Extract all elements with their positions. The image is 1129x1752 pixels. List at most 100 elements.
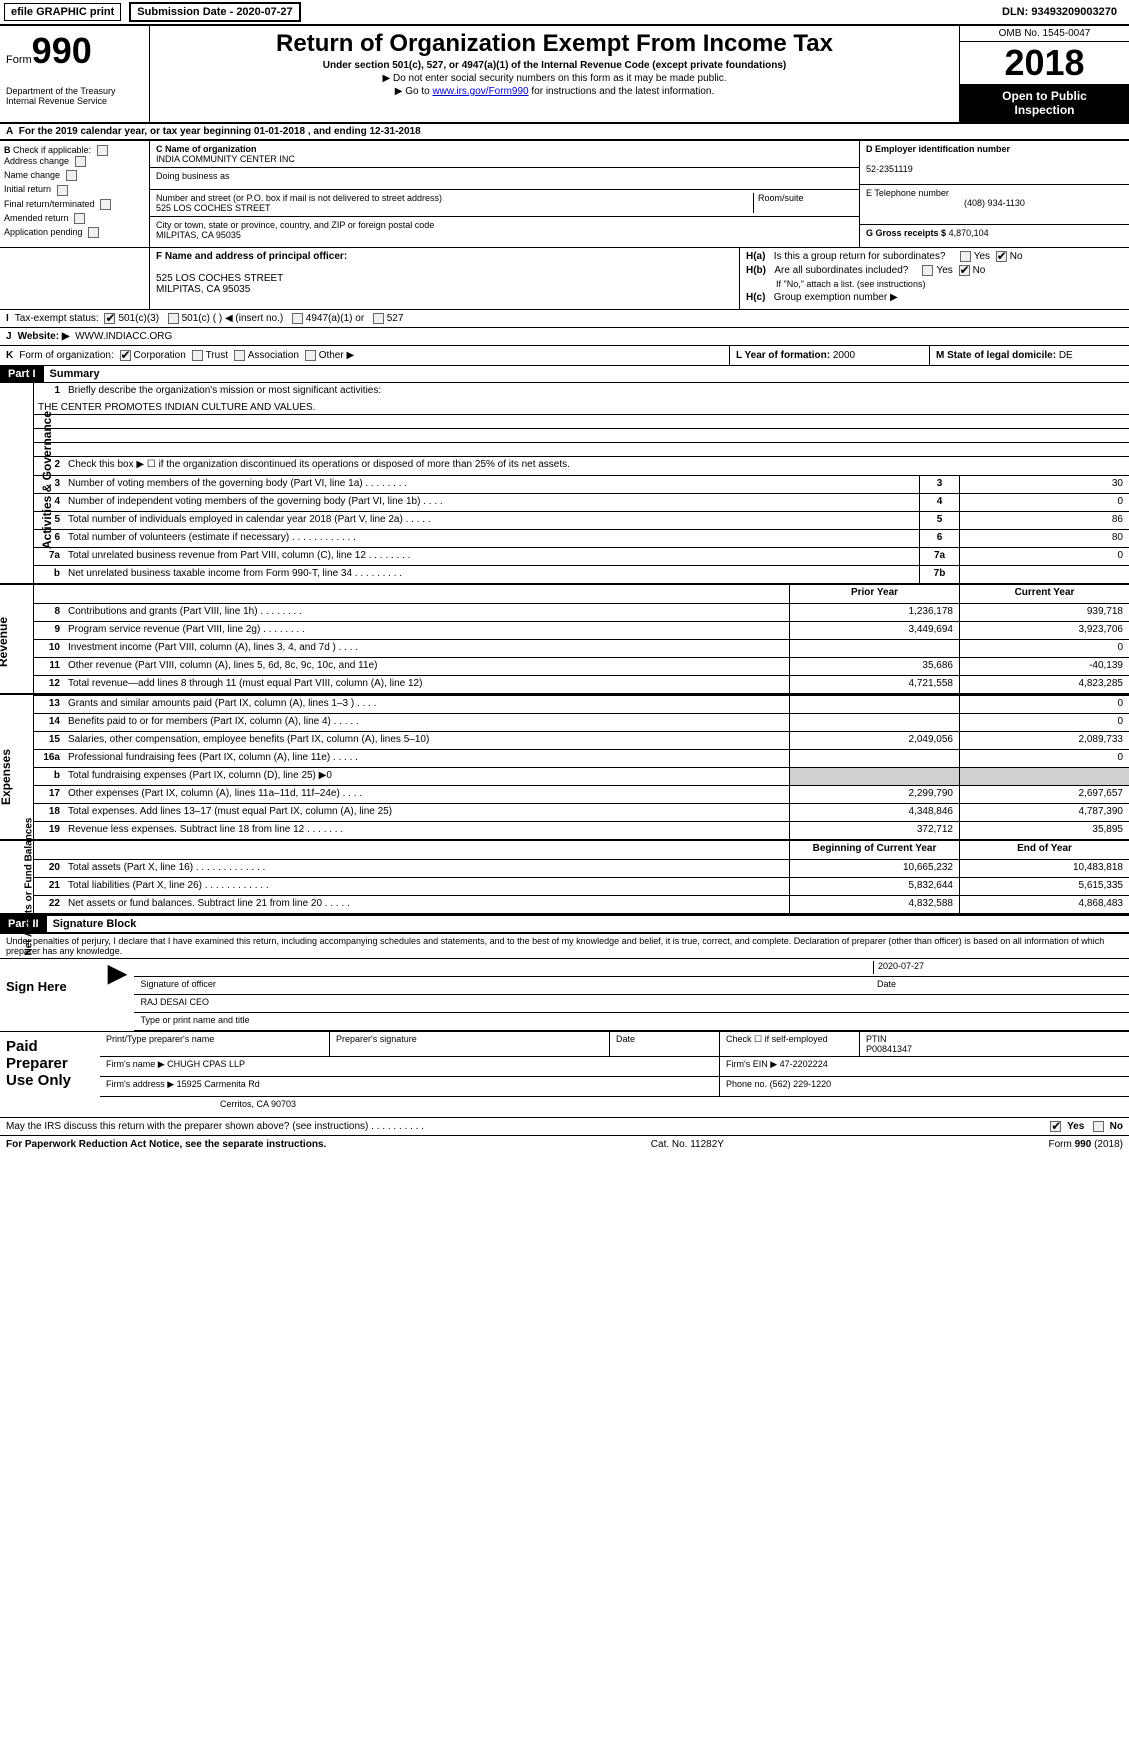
summary-row: 17 Other expenses (Part IX, column (A), … [34,785,1129,803]
sign-arrow-icon: ▶ [100,959,134,1031]
room-suite: Room/suite [753,193,853,213]
summary-row: 13 Grants and similar amounts paid (Part… [34,695,1129,713]
discuss-yes[interactable] [1050,1121,1061,1132]
gross-receipts-cell: G Gross receipts $ 4,870,104 [860,225,1129,247]
cb-amended: Amended return [4,213,145,224]
summary-row: 4 Number of independent voting members o… [34,493,1129,511]
ptin: P00841347 [866,1044,912,1054]
summary-expenses: Expenses 13 Grants and similar amounts p… [0,695,1129,841]
summary-row: 16a Professional fundraising fees (Part … [34,749,1129,767]
efile-label: efile GRAPHIC print [4,3,121,21]
top-bar: efile GRAPHIC print Submission Date - 20… [0,0,1129,24]
phone-cell: E Telephone number (408) 934-1130 [860,185,1129,225]
phone: (408) 934-1130 [866,198,1123,208]
firm-addr2: Cerritos, CA 90703 [100,1097,720,1117]
summary-row: 14 Benefits paid to or for members (Part… [34,713,1129,731]
website: WWW.INDIACC.ORG [75,331,172,342]
summary-row: b Net unrelated business taxable income … [34,565,1129,583]
ein-cell: D Employer identification number 52-2351… [860,141,1129,185]
summary-row: 22 Net assets or fund balances. Subtract… [34,895,1129,913]
summary-row: 8 Contributions and grants (Part VIII, l… [34,603,1129,621]
city: MILPITAS, CA 95035 [156,230,241,240]
cb-pending: Application pending [4,227,145,238]
summary-row: 19 Revenue less expenses. Subtract line … [34,821,1129,839]
footer: For Paperwork Reduction Act Notice, see … [0,1135,1129,1153]
checkbox[interactable] [97,145,108,156]
summary-row: 12 Total revenue—add lines 8 through 11 … [34,675,1129,693]
open-public-badge: Open to PublicInspection [960,84,1129,122]
part1-header: Part I Summary [0,365,1129,383]
row-a: A For the 2019 calendar year, or tax yea… [0,124,1129,140]
discuss-no[interactable] [1093,1121,1104,1132]
form-number: 990 [32,30,92,71]
summary-row: 18 Total expenses. Add lines 13–17 (must… [34,803,1129,821]
firm-name: CHUGH CPAS LLP [167,1059,245,1069]
gross-receipts: 4,870,104 [949,228,989,238]
penalties-text: Under penalties of perjury, I declare th… [0,933,1129,958]
street-row: Number and street (or P.O. box if mail i… [150,190,859,217]
summary-governance: Activities & Governance 1 Briefly descri… [0,383,1129,585]
org-name: INDIA COMMUNITY CENTER INC [156,154,295,164]
summary-row: 15 Salaries, other compensation, employe… [34,731,1129,749]
discuss-row: May the IRS discuss this return with the… [0,1117,1129,1135]
vtab-expenses: Expenses [0,749,13,805]
omb-number: OMB No. 1545-0047 [960,26,1129,42]
tax-year: 2018 [960,42,1129,84]
note-ssn: ▶ Do not enter social security numbers o… [158,73,951,84]
summary-row: 21 Total liabilities (Part X, line 26) .… [34,877,1129,895]
vtab-governance: Activities & Governance [40,411,54,549]
summary-row: 5 Total number of individuals employed i… [34,511,1129,529]
cb-name: Name change [4,170,145,181]
summary-row: 7a Total unrelated business revenue from… [34,547,1129,565]
row-i: I Tax-exempt status: 501(c)(3) 501(c) ( … [0,309,1129,327]
box-h: H(a) Is this a group return for subordin… [739,248,1129,309]
firm-phone: (562) 229-1220 [770,1079,832,1089]
part2-header: Part II Signature Block [0,915,1129,933]
cb-final: Final return/terminated [4,199,145,210]
year-formation: 2000 [833,350,855,361]
summary-row: 6 Total number of volunteers (estimate i… [34,529,1129,547]
state-domicile: DE [1059,350,1073,361]
summary-row: 10 Investment income (Part VIII, column … [34,639,1129,657]
row-klm: K Form of organization: Corporation Trus… [0,345,1129,365]
row-j: J Website: ▶ WWW.INDIACC.ORG [0,327,1129,345]
summary-row: 3 Number of voting members of the govern… [34,475,1129,493]
identity-grid: B Check if applicable: Address change Na… [0,140,1129,247]
summary-row: 11 Other revenue (Part VIII, column (A),… [34,657,1129,675]
submission-date: Submission Date - 2020-07-27 [129,2,300,22]
mission-label: Briefly describe the organization's miss… [64,383,1129,401]
vtab-revenue: Revenue [0,617,10,667]
summary-revenue: Revenue Prior Year Current Year 8 Contri… [0,585,1129,695]
form-header: Form990 Department of the TreasuryIntern… [0,24,1129,124]
note-link: ▶ Go to www.irs.gov/Form990 for instruct… [158,86,951,97]
street: 525 LOS COCHES STREET [156,203,271,213]
officer-name: RAJ DESAI CEO [134,995,1129,1013]
box-b: B Check if applicable: Address change Na… [0,141,150,247]
cb-initial: Initial return [4,184,145,195]
firm-addr: 15925 Carmenita Rd [177,1079,260,1089]
city-cell: City or town, state or province, country… [150,217,859,243]
dba-cell: Doing business as [150,168,859,190]
principal-officer: F Name and address of principal officer:… [150,248,739,309]
summary-row: 9 Program service revenue (Part VIII, li… [34,621,1129,639]
mission-text: THE CENTER PROMOTES INDIAN CULTURE AND V… [34,401,1129,415]
org-name-cell: C Name of organization INDIA COMMUNITY C… [150,141,859,168]
dln: DLN: 93493209003270 [1002,6,1117,18]
summary-row: 20 Total assets (Part X, line 16) . . . … [34,859,1129,877]
summary-row: b Total fundraising expenses (Part IX, c… [34,767,1129,785]
row-fgh: F Name and address of principal officer:… [0,247,1129,309]
paid-preparer-section: PaidPreparerUse Only Print/Type preparer… [0,1031,1129,1117]
summary-netassets: Net Assets or Fund Balances Beginning of… [0,841,1129,915]
irs-link[interactable]: www.irs.gov/Form990 [432,86,528,97]
sign-date: 2020-07-27 [873,961,1123,974]
form-prefix: Form [6,54,32,66]
vtab-netassets: Net Assets or Fund Balances [24,818,35,956]
sign-here-section: Sign Here ▶ 2020-07-27 Signature of offi… [0,958,1129,1031]
form-title: Return of Organization Exempt From Incom… [158,30,951,58]
cb-address: Address change [4,156,145,167]
dept-label: Department of the TreasuryInternal Reven… [6,86,143,106]
cb-501c3[interactable] [104,313,115,324]
form-subtitle: Under section 501(c), 527, or 4947(a)(1)… [158,60,951,71]
firm-ein: 47-2202224 [780,1059,828,1069]
ein: 52-2351119 [866,164,913,174]
